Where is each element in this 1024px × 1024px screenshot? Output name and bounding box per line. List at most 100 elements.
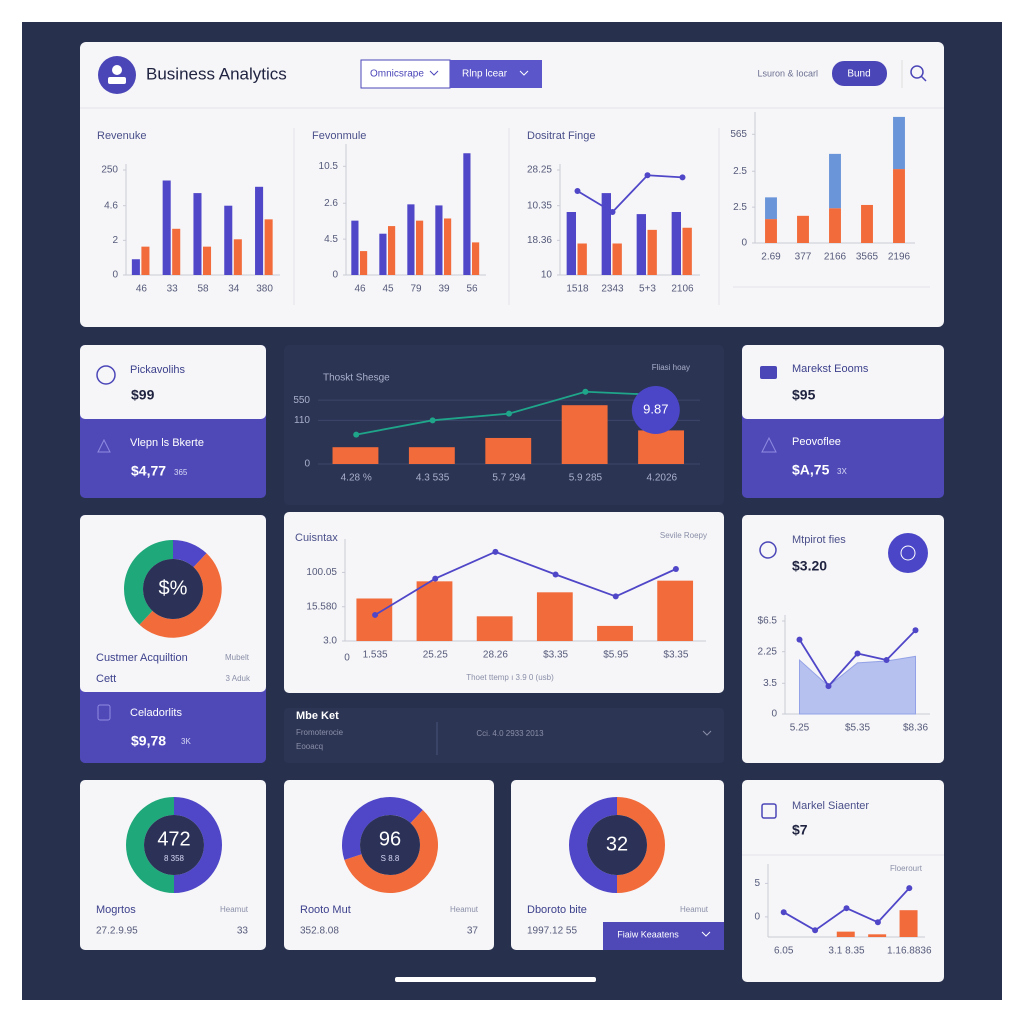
kpi-label: Pickavolihs [130, 364, 186, 376]
x-tick-label: 5.7 294 [492, 473, 526, 484]
chevron[interactable] [702, 730, 712, 736]
x-tick-label: 25.25 [423, 650, 448, 661]
bar [444, 218, 452, 275]
market-line: Fromoterocie [296, 728, 344, 737]
area [799, 655, 916, 715]
x-tick-label: 58 [197, 284, 209, 295]
icon [761, 803, 777, 819]
bar [597, 625, 633, 641]
chart-title: Dositrat Finge [527, 130, 595, 142]
x-tick-label: $8.36 [903, 723, 928, 734]
badge-icon [900, 545, 916, 561]
x-tick-label: 34 [228, 284, 240, 295]
bar [601, 193, 611, 275]
app-title: Business Analytics [146, 64, 287, 83]
line-point [912, 627, 919, 634]
line-point [582, 388, 589, 395]
donut-label: Mogrtos [96, 904, 136, 916]
y-tick-label: 10.5 [319, 161, 339, 172]
donut-center-label: $% [159, 577, 188, 599]
y-tick-label: 0 [112, 270, 118, 281]
y-tick-label: 0 [332, 270, 338, 281]
x-tick-label: 1518 [566, 284, 589, 295]
chart-card [284, 512, 724, 693]
kpi-sub-label: Vlepn ls Bkerte [130, 437, 204, 449]
card-label: Custmer Acquiltion [96, 652, 188, 664]
bar [485, 437, 532, 464]
x-tick-label: 39 [438, 284, 450, 295]
market-value: Cci. 4.0 2933 2013 [476, 729, 544, 738]
bar [797, 215, 809, 243]
x-tick-label: 2196 [888, 252, 911, 263]
search-icon[interactable] [910, 65, 924, 79]
card-sub-label: Celadorlits [130, 707, 182, 719]
chart-annotation: Fliasi hoay [652, 363, 690, 372]
bar [561, 405, 608, 464]
x-tick-label: 4.28 % [341, 473, 372, 484]
bar [836, 931, 855, 937]
donut-center-label: 472 [157, 828, 190, 850]
card-sub-value: $9,78 [131, 733, 166, 749]
donut-label: Rooto Mut [300, 904, 351, 916]
donut-slice [126, 797, 174, 893]
y-tick-label: 10 [541, 270, 553, 281]
line-point [854, 650, 861, 657]
y-tick-label: 3.0 [323, 636, 337, 647]
x-tick-label: 5+3 [639, 284, 656, 295]
kpi-sub-unit: 365 [174, 468, 188, 477]
x-tick-label: 28.26 [483, 650, 508, 661]
chart-title: Cuisntax [295, 532, 338, 544]
line-point [574, 188, 581, 194]
icon [759, 541, 777, 559]
donut-slice [139, 553, 222, 638]
bar [671, 212, 681, 275]
donut-button-label: Fiaiw Keaatens [617, 929, 679, 939]
icon [97, 704, 111, 721]
line-point [429, 417, 436, 424]
chart-title: Fevonmule [312, 130, 366, 142]
line-point [843, 905, 850, 912]
bar [162, 180, 171, 275]
bar [388, 226, 396, 275]
icon [760, 366, 777, 379]
y-tick-label: 0 [754, 912, 760, 923]
donut-center [360, 815, 420, 875]
card-note-value: 3 Aduk [226, 674, 251, 683]
x-tick-label: 46 [354, 284, 366, 295]
y-tick-label: 110 [294, 415, 310, 426]
y-tick-label: 2.5 [733, 166, 747, 177]
bar [893, 169, 905, 243]
y-tick-label: 15.580 [306, 601, 337, 612]
donut-label: Dboroto bite [527, 904, 587, 916]
x-tick-label: 2.69 [761, 252, 781, 263]
bar [407, 204, 415, 275]
x-tick-label: 380 [256, 284, 273, 295]
donut-button[interactable] [603, 922, 724, 950]
line-point [679, 174, 686, 181]
x-tick-label: $5.95 [603, 650, 628, 661]
bar [408, 447, 455, 464]
line-card [742, 780, 944, 982]
top-card [80, 42, 944, 327]
link[interactable]: Lsuron & Iocarl [757, 68, 818, 78]
y-tick-label: 18.36 [527, 235, 552, 246]
x-tick-label: 1.535 [363, 650, 388, 661]
bar [577, 243, 587, 275]
y-tick-label: 3.5 [763, 678, 777, 689]
filter-button[interactable] [450, 60, 542, 88]
donut-value: 352.8.08 [300, 926, 339, 937]
bar [356, 598, 393, 641]
x-tick-label: 5.9 285 [569, 473, 603, 484]
chart-title: Mtpirot fies [792, 534, 846, 546]
donut-center [144, 815, 204, 875]
line-point [672, 566, 679, 572]
action-button[interactable] [832, 61, 887, 86]
line-point [874, 919, 881, 926]
line-point [906, 885, 913, 892]
market-line: Eooacq [296, 742, 323, 751]
line-point [552, 571, 559, 578]
donut-count: 33 [237, 926, 249, 937]
donut-slice [173, 540, 207, 568]
x-tick-label: $5.35 [845, 723, 870, 734]
